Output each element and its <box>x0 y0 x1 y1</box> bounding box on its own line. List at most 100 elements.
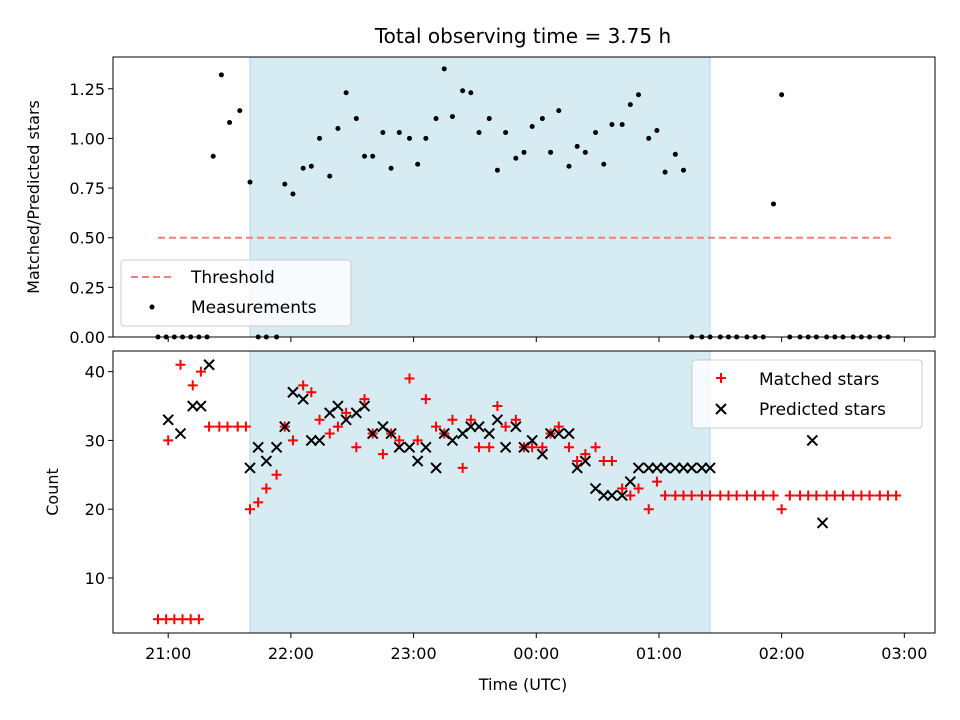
matched-star-point <box>404 373 415 384</box>
predicted-star-point <box>563 427 575 440</box>
bottom-ytick-label: 10 <box>85 569 105 588</box>
measurement-point <box>503 129 509 135</box>
matched-star-point <box>891 490 902 501</box>
measurement-point <box>327 173 333 179</box>
legend-measurements-swatch <box>149 304 155 310</box>
matched-star-point <box>864 490 875 501</box>
measurement-point <box>646 135 652 141</box>
matched-star-point <box>643 504 654 515</box>
predicted-star-point <box>491 414 504 426</box>
measurement-point <box>317 135 323 141</box>
predicted-star-point <box>385 427 397 440</box>
predicted-star-point <box>816 517 829 529</box>
predicted-star-point <box>651 462 663 474</box>
measurement-point <box>460 88 466 94</box>
predicted-star-point <box>287 386 299 398</box>
bottom-xtick-label: 22:00 <box>268 644 314 663</box>
matched-star-point <box>253 497 264 508</box>
matched-star-point <box>204 421 215 432</box>
matched-star-point <box>431 421 442 432</box>
matched-star-point <box>377 449 388 460</box>
measurement-point <box>513 155 519 161</box>
top-ytick-label: 1.00 <box>69 129 105 148</box>
matched-star-point <box>484 442 495 453</box>
matched-star-point <box>731 490 742 501</box>
matched-star-point <box>240 421 251 432</box>
measurement-point <box>247 179 253 185</box>
measurement-point <box>308 163 314 169</box>
legend-matched-swatch <box>716 373 726 383</box>
measurement-point <box>476 129 482 135</box>
measurement-point <box>601 161 607 167</box>
predicted-star-point <box>420 441 432 454</box>
predicted-star-point <box>174 427 187 440</box>
measurement-point <box>566 163 572 169</box>
predicted-star-point <box>526 434 538 447</box>
measurement-point <box>300 165 306 171</box>
matched-star-point <box>298 380 309 391</box>
predicted-star-point <box>260 455 273 467</box>
matched-star-point <box>537 442 548 453</box>
predicted-star-point <box>544 427 557 440</box>
predicted-star-point <box>624 475 637 488</box>
measurement-point <box>290 191 296 197</box>
bottom-axes-frame <box>112 350 936 634</box>
predicted-star-point <box>499 441 512 454</box>
measurement-point <box>680 167 686 173</box>
measurement-point <box>539 116 545 122</box>
matched-star-point <box>633 483 644 494</box>
measurement-point <box>672 151 678 157</box>
top-ytick-label: 0.00 <box>69 328 105 347</box>
legend-threshold-label: Threshold <box>190 268 275 288</box>
predicted-star-point <box>340 414 352 426</box>
predicted-star-point <box>483 427 495 440</box>
matched-star-point <box>500 421 511 432</box>
measurement-point <box>353 116 359 122</box>
measurement-point <box>362 153 368 159</box>
measurement-point <box>529 124 535 130</box>
matched-star-point <box>306 387 317 398</box>
predicted-star-point <box>203 359 215 371</box>
predicted-star-point <box>244 462 256 474</box>
measurement-point <box>521 149 527 155</box>
matched-star-point <box>420 394 431 405</box>
measurement-point <box>609 122 615 128</box>
matched-star-point <box>412 435 423 446</box>
bottom-xtick-label: 03:00 <box>881 644 927 663</box>
measurement-point <box>406 135 412 141</box>
matched-star-point <box>553 421 564 432</box>
measurement-point <box>380 129 386 135</box>
predicted-star-point <box>366 427 379 440</box>
matched-star-point <box>660 490 671 501</box>
matched-star-point <box>341 407 352 418</box>
measurement-point <box>210 153 216 159</box>
predicted-star-point <box>313 434 326 447</box>
matched-star-point <box>314 414 325 425</box>
matched-star-point <box>193 614 204 625</box>
measurement-point <box>423 135 429 141</box>
measurement-point <box>636 92 642 98</box>
predicted-star-point <box>297 393 309 405</box>
bottom-legend-box <box>691 359 923 429</box>
matched-star-point <box>332 421 343 432</box>
matched-star-point <box>222 421 233 432</box>
legend-predicted-label: Predicted stars <box>759 400 886 420</box>
predicted-star-point <box>403 441 416 454</box>
matched-star-point <box>394 435 405 446</box>
matched-star-point <box>768 490 779 501</box>
predicted-star-point <box>579 455 592 467</box>
top-xticks <box>167 337 905 342</box>
matched-star-point <box>351 442 362 453</box>
predicted-star-point <box>510 420 522 433</box>
predicted-star-point <box>632 462 645 474</box>
bottom-ylabel: Count <box>43 468 62 516</box>
bottom-legend: Matched stars Predicted stars <box>691 359 923 429</box>
predicted-star-point <box>162 414 174 426</box>
measurement-point <box>582 149 588 155</box>
top-ytick-label: 0.50 <box>69 229 105 248</box>
chart-title: Total observing time = 3.75 h <box>374 24 671 48</box>
predicted-star-point <box>553 427 565 440</box>
matched-star-point <box>195 366 206 377</box>
matched-star-point <box>776 504 787 515</box>
